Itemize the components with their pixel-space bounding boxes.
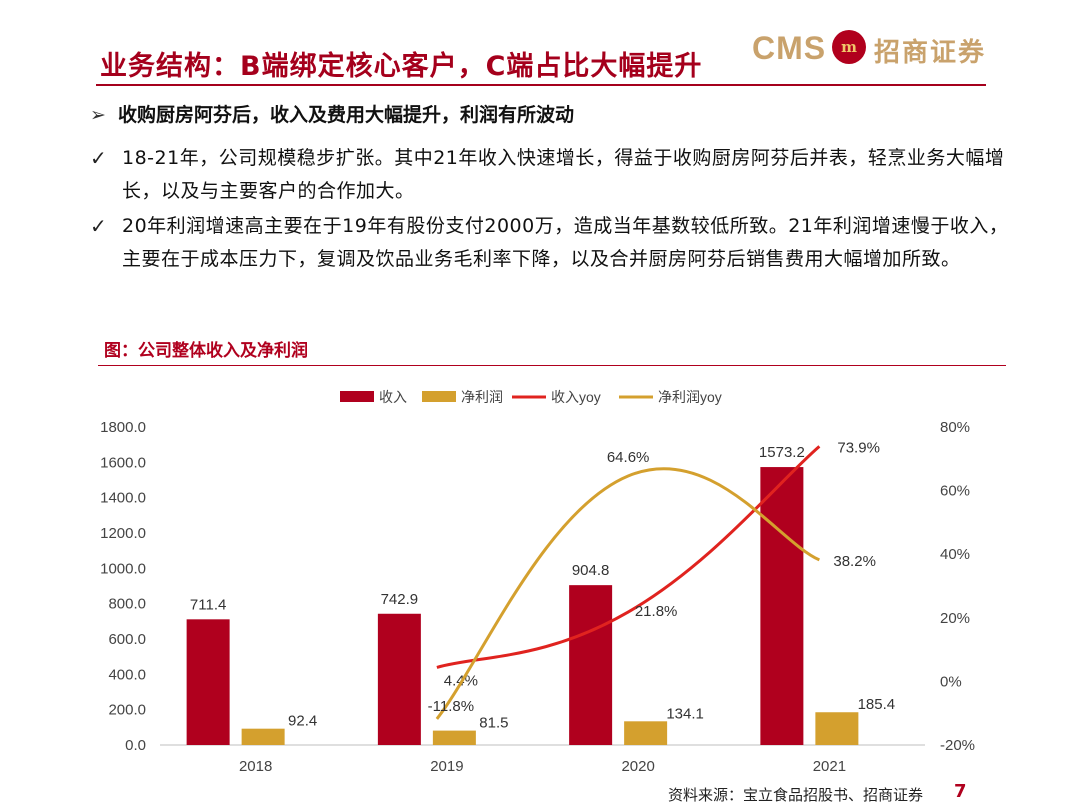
arrow-right-icon: ➢ xyxy=(90,104,106,126)
y-left-tick-label: 1800.0 xyxy=(100,419,146,436)
line-value-label: 21.8% xyxy=(635,603,678,620)
bullet-item: ✓ 18-21年，公司规模稳步扩张。其中21年收入快速增长，得益于收购厨房阿芬后… xyxy=(90,142,1010,208)
bar-value-label: 711.4 xyxy=(190,596,226,613)
page-title: 业务结构：B端绑定核心客户，C端占比大幅提升 xyxy=(100,51,703,82)
title-divider xyxy=(96,84,986,86)
check-icon: ✓ xyxy=(90,214,107,238)
bullet-item-text: 20年利润增速高主要在于19年有股份支付2000万，造成当年基数较低所致。21年… xyxy=(122,215,1009,270)
bullet-item: ✓ 20年利润增速高主要在于19年有股份支付2000万，造成当年基数较低所致。2… xyxy=(90,210,1010,276)
check-icon: ✓ xyxy=(90,146,107,170)
y-right-tick-label: 0% xyxy=(940,673,962,690)
x-tick-label: 2019 xyxy=(430,758,463,775)
bullet-item-text: 18-21年，公司规模稳步扩张。其中21年收入快速增长，得益于收购厨房阿芬后并表… xyxy=(122,147,1005,202)
bar-value-label: 185.4 xyxy=(858,696,896,713)
bar-revenue xyxy=(186,619,230,745)
logo-mark-icon: m xyxy=(832,30,866,64)
logo-cms-text: CMS xyxy=(752,30,827,66)
bar-revenue xyxy=(569,585,613,745)
bullet-heading: ➢ 收购厨房阿芬后，收入及费用大幅提升，利润有所波动 xyxy=(90,100,574,127)
line-value-label: 73.9% xyxy=(837,439,880,456)
legend-label: 收入 xyxy=(379,389,407,405)
y-left-tick-label: 800.0 xyxy=(108,596,146,613)
line-value-label: 64.6% xyxy=(607,449,650,466)
page-header: 业务结构：B端绑定核心客户，C端占比大幅提升 CMS m 招商证券 xyxy=(0,0,1080,90)
bar-revenue xyxy=(760,467,804,745)
bar-net-profit xyxy=(624,721,668,745)
line-value-label: 38.2% xyxy=(833,553,876,570)
figure-divider xyxy=(98,365,1006,366)
y-right-tick-label: -20% xyxy=(940,737,975,754)
bar-value-label: 81.5 xyxy=(479,715,508,732)
bar-revenue xyxy=(377,613,421,745)
bar-value-label: 1573.2 xyxy=(759,444,805,461)
y-left-tick-label: 200.0 xyxy=(108,702,146,719)
line-net-profit-yoy xyxy=(435,467,820,720)
bar-net-profit xyxy=(432,730,476,745)
bar-value-label: 134.1 xyxy=(666,705,704,722)
logo-company-name: 招商证券 xyxy=(874,38,987,68)
y-left-tick-label: 1000.0 xyxy=(100,560,146,577)
source-note: 资料来源：宝立食品招股书、招商证券 xyxy=(668,786,924,804)
y-left-tick-label: 400.0 xyxy=(108,666,146,683)
x-tick-label: 2021 xyxy=(813,758,846,775)
bar-net-profit xyxy=(815,712,859,745)
y-right-tick-label: 80% xyxy=(940,419,970,436)
y-left-tick-label: 1400.0 xyxy=(100,490,146,507)
legend-label: 净利润yoy xyxy=(658,389,722,405)
bar-net-profit xyxy=(241,728,285,745)
y-right-tick-label: 40% xyxy=(940,546,970,563)
bullet-heading-text: 收购厨房阿芬后，收入及费用大幅提升，利润有所波动 xyxy=(118,104,575,126)
y-right-tick-label: 60% xyxy=(940,483,970,500)
legend-swatch xyxy=(422,391,456,402)
bar-value-label: 92.4 xyxy=(288,713,317,730)
line-value-label: -11.8% xyxy=(428,698,474,715)
line-revenue-yoy xyxy=(436,445,821,669)
legend-label: 收入yoy xyxy=(551,389,601,405)
revenue-profit-chart: 0.0 200.0 400.0 600.0 800.0 1000.0 1200.0 1400.… xyxy=(100,389,975,775)
x-tick-label: 2020 xyxy=(621,758,654,775)
page-number: 7 xyxy=(954,781,967,802)
y-left-tick-label: 0.0 xyxy=(125,737,146,754)
figure-title: 图：公司整体收入及净利润 xyxy=(104,341,308,361)
bar-value-label: 904.8 xyxy=(572,562,610,579)
legend-swatch xyxy=(340,391,374,402)
y-left-tick-label: 1200.0 xyxy=(100,525,146,542)
y-right-tick-label: 20% xyxy=(940,610,970,627)
y-left-tick-label: 1600.0 xyxy=(100,454,146,471)
y-left-tick-label: 600.0 xyxy=(108,631,146,648)
legend-label: 净利润 xyxy=(461,389,503,405)
x-tick-label: 2018 xyxy=(239,758,272,775)
bar-value-label: 742.9 xyxy=(381,591,419,608)
